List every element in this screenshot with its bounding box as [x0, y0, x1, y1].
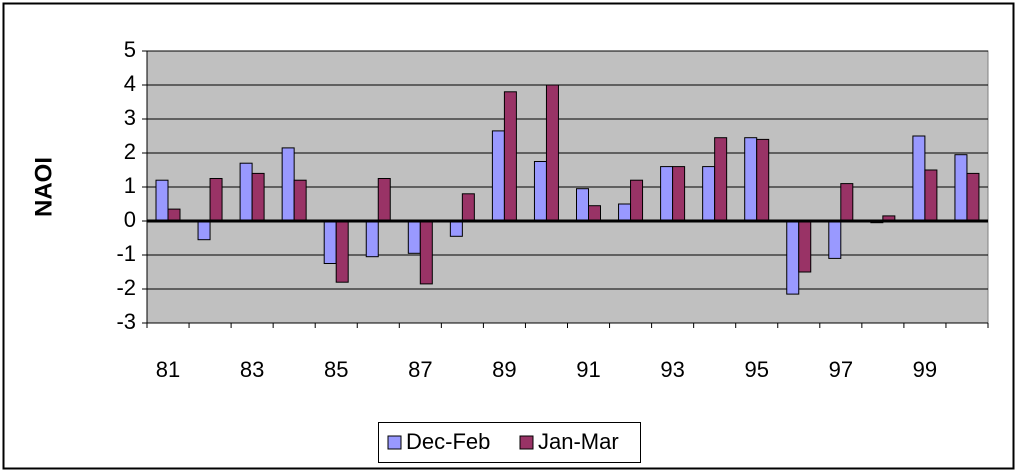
bar — [365, 220, 379, 258]
bar — [798, 220, 812, 273]
bar — [407, 220, 421, 254]
bar — [828, 220, 842, 259]
bar — [377, 178, 391, 222]
x-tick-label: 85 — [324, 357, 348, 382]
bar — [419, 220, 433, 285]
y-tick-label: -2 — [116, 275, 136, 300]
x-tick-label: 87 — [408, 357, 432, 382]
legend-label: Jan-Mar — [538, 429, 619, 454]
bar — [251, 172, 265, 222]
bar — [209, 178, 223, 222]
x-tick-label: 93 — [660, 357, 684, 382]
bar — [912, 135, 926, 222]
x-tick-label: 83 — [240, 357, 264, 382]
y-tick-label: 4 — [124, 71, 136, 96]
y-tick-label: -1 — [116, 241, 136, 266]
legend-box — [378, 422, 641, 463]
y-tick-label: 5 — [124, 37, 136, 62]
legend-swatch — [519, 435, 534, 450]
bar — [924, 169, 938, 222]
y-tick-label: 3 — [124, 105, 136, 130]
x-tick-label: 81 — [156, 357, 180, 382]
bar — [744, 137, 758, 222]
y-tick-label: 1 — [124, 173, 136, 198]
bar — [702, 166, 716, 222]
bar — [660, 166, 674, 222]
bar — [155, 179, 169, 222]
x-tick-label: 95 — [744, 357, 768, 382]
bar — [966, 172, 980, 222]
bar — [239, 162, 253, 222]
bar — [714, 137, 728, 222]
legend-label: Dec-Feb — [406, 429, 490, 454]
bar — [786, 220, 800, 295]
bar — [449, 220, 463, 237]
y-tick-label: 0 — [124, 207, 136, 232]
y-tick-label: 2 — [124, 139, 136, 164]
bar — [588, 205, 601, 222]
x-tick-label: 99 — [913, 357, 937, 382]
bar — [533, 161, 547, 222]
y-tick-label: -3 — [116, 309, 136, 334]
bar — [756, 138, 770, 222]
x-tick-label: 91 — [576, 357, 600, 382]
bar — [576, 188, 589, 222]
bar — [323, 220, 337, 264]
bar — [167, 208, 181, 222]
bar — [335, 220, 349, 283]
bar — [491, 130, 505, 222]
legend-swatch — [387, 435, 402, 450]
x-tick-label: 89 — [492, 357, 516, 382]
bar — [618, 203, 632, 222]
x-tick-label: 97 — [829, 357, 853, 382]
bar — [281, 147, 295, 222]
bar — [630, 179, 644, 222]
bar — [545, 84, 559, 222]
bar — [672, 166, 686, 222]
bar — [503, 91, 517, 222]
bar — [461, 193, 475, 222]
bar — [954, 154, 968, 222]
bar — [197, 220, 211, 241]
y-axis-title: NAOI — [30, 157, 57, 217]
bar — [293, 179, 307, 222]
bar — [840, 183, 854, 222]
